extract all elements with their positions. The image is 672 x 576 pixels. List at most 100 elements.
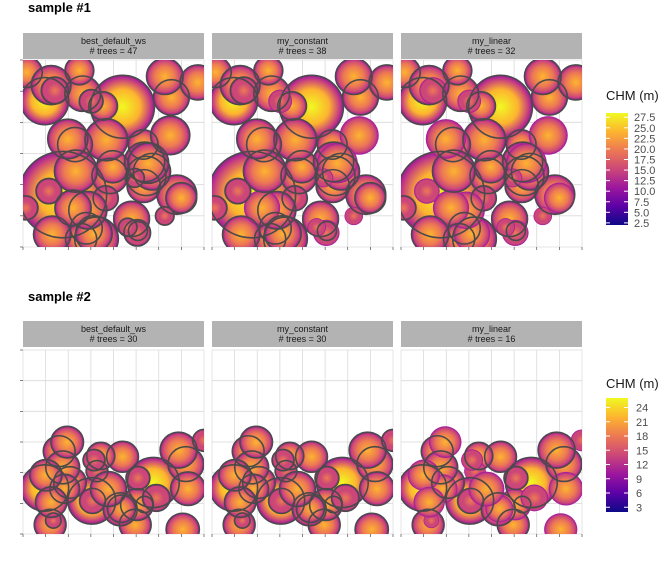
facet-method-label: my_constant — [277, 324, 329, 334]
crown-chm — [484, 441, 517, 473]
crown-outline — [212, 464, 259, 512]
crown-outline — [456, 487, 485, 515]
crown-outline — [537, 431, 576, 469]
crown-outline — [92, 185, 120, 212]
crown-outline — [348, 431, 387, 469]
crown-outline — [44, 450, 81, 485]
crown-chm — [23, 195, 38, 220]
crown-outline — [222, 508, 256, 534]
crown-outline — [463, 441, 494, 471]
crown-outline — [223, 486, 257, 519]
crown-outline — [401, 150, 486, 239]
crown-outline — [149, 115, 191, 156]
sample-2-legend: CHM (m) 3 6 9 12 15 18 21 24 — [606, 376, 659, 514]
facet-trees-label: # trees = 32 — [468, 46, 516, 56]
facet-method-label: my_linear — [472, 36, 511, 46]
crown-outline — [169, 471, 204, 507]
crown-outline — [78, 88, 104, 114]
crown-chm — [106, 441, 139, 473]
crown-chm — [468, 471, 505, 507]
crown-outline — [212, 195, 228, 221]
crown-chm — [339, 116, 379, 155]
crown-outline — [513, 495, 532, 514]
crown-chm — [414, 178, 440, 204]
crown-outline — [73, 216, 120, 247]
crown-outline — [106, 494, 137, 524]
crown-outline — [410, 215, 450, 247]
sample-1-title: sample #1 — [28, 0, 91, 15]
crown-outline — [431, 149, 476, 194]
crown-outline — [315, 168, 351, 204]
crown-outline — [127, 142, 170, 185]
crown-outline — [34, 486, 68, 519]
sample-2-legend-title: CHM (m) — [606, 376, 659, 391]
crown-outline — [46, 118, 89, 160]
crown-outline — [301, 200, 340, 238]
crown-outline — [212, 76, 259, 126]
crown-chm — [548, 471, 582, 506]
sample-2-panel-3: my_linear# trees = 16 — [400, 321, 583, 537]
crown-outline — [253, 222, 287, 247]
crown-outline — [368, 64, 393, 101]
crown-outlines — [23, 60, 204, 247]
crown-outline — [233, 512, 251, 529]
crown-outline — [442, 222, 476, 247]
crown-chm — [192, 429, 204, 452]
crown-outline — [308, 487, 344, 522]
facet-method-label: my_constant — [277, 36, 329, 46]
crown-outline — [411, 508, 445, 534]
sample-2-title: sample #2 — [28, 289, 91, 304]
crown-outline — [119, 487, 155, 522]
sample-1-group: sample #1 best_default_ws# trees = 47my_… — [20, 0, 659, 250]
crown-outline — [33, 508, 67, 534]
crown-chm — [243, 150, 287, 193]
crown-outline — [490, 200, 529, 238]
crown-outline — [23, 76, 70, 126]
legend-tick-label: 18 — [636, 431, 648, 443]
crown-outline — [280, 157, 318, 195]
crown-outline — [50, 425, 85, 459]
crown-outline — [420, 434, 454, 468]
crown-outline — [442, 60, 473, 86]
crown-outline — [141, 483, 171, 513]
crown-outline — [483, 440, 518, 473]
crown-outline — [235, 118, 278, 160]
crown-chm — [570, 429, 582, 452]
legend-tick-label: 10.0 — [634, 186, 655, 198]
legend-tick-label: 22.5 — [634, 133, 655, 145]
crown-outline — [112, 200, 151, 238]
crown-chm — [54, 190, 92, 226]
crown-chm — [503, 466, 528, 490]
legend-tick-label: 12.5 — [634, 176, 655, 188]
legend-colorbar — [606, 113, 628, 225]
sample-2-group: sample #2 best_default_ws# trees = 30my_… — [20, 289, 659, 537]
legend-tick-label: 12 — [636, 460, 648, 472]
crown-chm — [243, 190, 281, 226]
crown-chm — [225, 178, 251, 204]
crown-outline — [557, 64, 582, 101]
facet-strip — [212, 33, 393, 59]
crown-outline — [74, 214, 113, 247]
crown-outline — [267, 487, 296, 515]
legend-tick-label: 27.5 — [634, 112, 655, 124]
crown-outline — [408, 64, 450, 106]
crown-outline — [442, 75, 480, 113]
crown-outline — [159, 431, 198, 469]
crown-chm — [125, 466, 150, 490]
legend-tick-label: 20.0 — [634, 144, 655, 156]
crown-outline — [316, 220, 338, 242]
crown-chm — [344, 206, 364, 226]
crown-outline — [501, 141, 544, 183]
crown-chm — [142, 484, 171, 512]
crown-outline — [78, 487, 107, 515]
crown-outline — [23, 60, 44, 89]
crown-outline — [132, 152, 172, 191]
legend-tick-label: 7.5 — [634, 197, 649, 209]
crown-outline — [221, 215, 261, 247]
sample-2-panel-2: my_constant# trees = 30 — [211, 321, 394, 537]
facet-trees-label: # trees = 16 — [468, 334, 516, 344]
crown-outline — [510, 152, 550, 191]
crown-outline — [49, 473, 81, 504]
crown-outline — [212, 60, 233, 89]
crown-outline — [496, 508, 530, 534]
